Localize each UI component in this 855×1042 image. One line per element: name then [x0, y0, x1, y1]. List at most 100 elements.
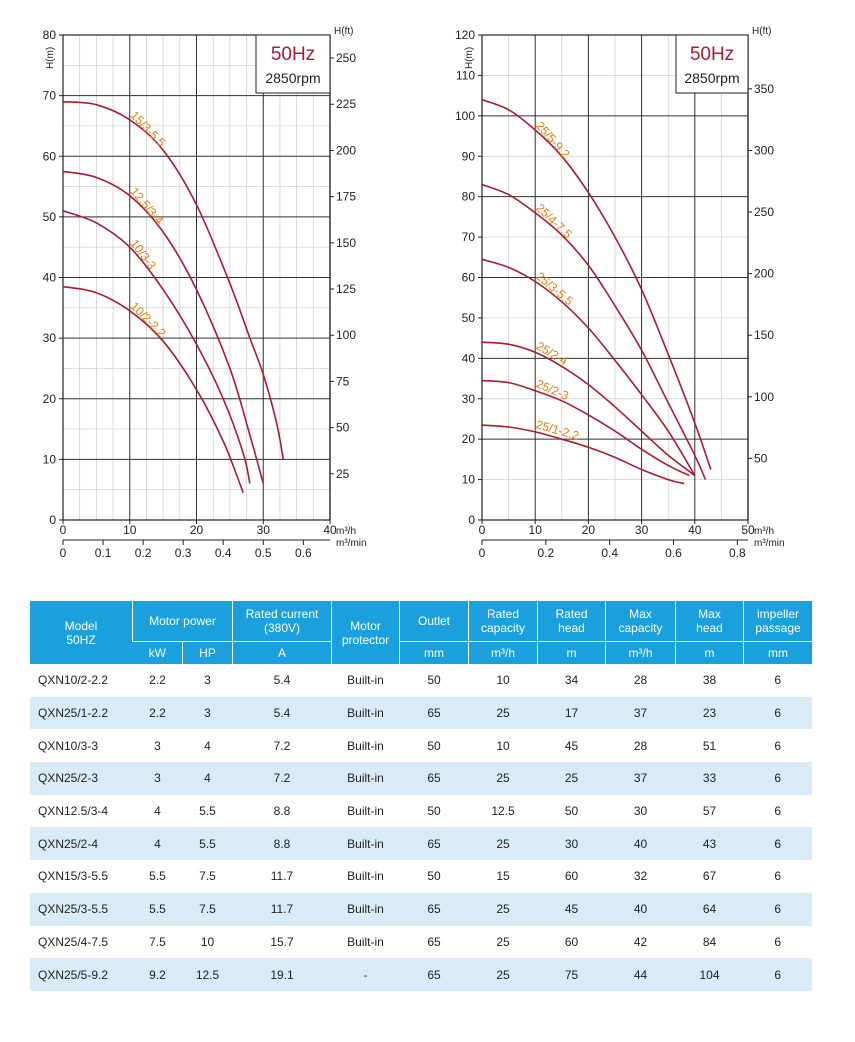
curve-label: 25/2-3	[534, 377, 571, 404]
x-tick-label: 0	[479, 523, 486, 537]
col-motor-power: Motor power	[132, 601, 233, 642]
table-cell: 30	[633, 804, 648, 819]
table-cell: 15.7	[270, 934, 294, 949]
table-row: QXN25/2-4 4 5.5 8.8 Built-in 65 25 30 40 43 6	[30, 827, 812, 861]
y2-tick-label: 200	[754, 267, 774, 281]
table-cell: Built-in	[347, 673, 384, 688]
table-cell: 51	[702, 738, 717, 753]
table-cell: 3	[154, 738, 161, 753]
table-cell: 32	[633, 869, 648, 884]
y2-tick-label: 175	[336, 190, 356, 204]
table-cell: 6	[774, 673, 782, 688]
pump-curve-chart-left: 01020304050607080H(m)2550751001251501752…	[43, 26, 367, 560]
col-model: Model 50HZ	[30, 601, 133, 664]
table-cell: 11.7	[232, 892, 332, 926]
y-tick-label: 30	[462, 392, 476, 406]
table-cell: 84	[702, 934, 717, 949]
cell-model: QXN25/5-9.2	[30, 958, 133, 991]
table-cell: 12.5	[182, 958, 233, 991]
y2-tick-label: 150	[336, 236, 356, 250]
table-cell: 38	[702, 673, 717, 688]
table-cell: 25	[468, 958, 538, 991]
y2-tick-label: 25	[336, 467, 350, 481]
table-cell: 60	[564, 934, 579, 949]
y-axis-label: H(m)	[464, 47, 475, 69]
table-cell: 40	[605, 892, 676, 926]
x-axis-label: m³/h	[754, 526, 774, 537]
table-cell: 50	[427, 804, 441, 819]
table-cell: 4	[204, 738, 211, 753]
unit-rated-head: m	[537, 641, 606, 664]
y-tick-label: 20	[462, 432, 476, 446]
y2-axis-label: H(ft)	[334, 26, 353, 37]
table-row: QXN25/5-9.2 9.2 12.5 19.1-65 25 75 44 104 6	[30, 958, 812, 991]
y2-tick-label: 350	[754, 82, 774, 96]
performance-curve	[481, 424, 685, 485]
y-tick-label: 70	[43, 89, 57, 103]
x2-tick-label: 0.4	[215, 546, 232, 560]
y-tick-label: 120	[455, 28, 475, 42]
table-cell: 65	[399, 892, 469, 926]
table-cell: 50	[564, 804, 579, 819]
y-tick-label: 10	[43, 452, 57, 466]
y-tick-label: 110	[456, 68, 475, 82]
x2-tick-label: 0.2	[537, 546, 554, 560]
y2-tick-label: 100	[754, 390, 774, 404]
table-cell: 2.2	[149, 673, 166, 688]
table-cell: 33	[675, 762, 744, 795]
y2-tick-label: 50	[336, 421, 350, 435]
curve-label: 10/2-2.2	[128, 299, 169, 340]
table-cell: 6	[774, 738, 782, 753]
table-cell: Built-in	[331, 892, 400, 926]
table-cell: 5.5	[199, 804, 216, 819]
table-cell: 23	[675, 696, 744, 730]
speed-badge	[675, 34, 749, 94]
table-cell: 2.2	[132, 696, 183, 730]
table-cell: 28	[633, 738, 648, 753]
table-row: QXN25/2-3 3 4 7.2 Built-in 65 25 25 37 33 6	[30, 762, 812, 795]
table-cell: 25	[468, 892, 538, 926]
table-cell: 30	[537, 827, 606, 861]
table-cell: 45	[537, 892, 606, 926]
table-cell: 6	[743, 827, 812, 861]
x2-axis-label: m³/min	[336, 538, 367, 549]
table-cell: 34	[564, 673, 579, 688]
performance-curve	[481, 258, 696, 476]
curve-label: 25/4-7.5	[533, 201, 575, 242]
y-axis-label: H(m)	[45, 47, 56, 69]
x2-tick-label: 0.8	[729, 546, 746, 560]
col-outlet: Outlet	[399, 601, 469, 642]
curve-label: 10/3-3	[127, 237, 159, 273]
table-cell: 6	[774, 934, 782, 949]
table-cell: 50	[427, 738, 441, 753]
unit-outlet: mm	[399, 641, 469, 664]
curve-label: 15/3-5.5	[128, 108, 169, 150]
cell-model: QXN25/2-3	[30, 762, 133, 795]
y-tick-label: 0	[49, 513, 56, 527]
table-cell: 5.4	[232, 696, 332, 730]
x-tick-label: 50	[741, 523, 755, 537]
table-cell: 50	[427, 673, 441, 688]
table-cell: 4	[182, 762, 233, 795]
unit-max-capacity: m³/h	[605, 641, 676, 664]
table-cell: 6	[743, 958, 812, 991]
table-cell: 8.8	[232, 827, 332, 861]
col-impeller: impeller passage	[743, 601, 812, 642]
badge-rpm: 2850rpm	[684, 70, 739, 86]
y2-tick-label: 250	[754, 205, 774, 219]
table-cell: 104	[675, 958, 744, 991]
table-cell: 37	[605, 762, 676, 795]
table-cell: 75	[537, 958, 606, 991]
y2-tick-label: 100	[336, 328, 356, 342]
table-cell: 6	[743, 892, 812, 926]
x2-tick-label: 0.5	[255, 546, 272, 560]
curve-label: 25/5-9.2	[533, 119, 573, 161]
table-cell: 42	[633, 934, 648, 949]
unit-hp: HP	[182, 641, 233, 664]
table-cell: 64	[675, 892, 744, 926]
y-tick-label: 50	[462, 311, 476, 325]
unit-impeller: mm	[743, 641, 812, 664]
table-cell: 5.4	[273, 673, 291, 688]
table-cell: 3	[182, 696, 233, 730]
cell-model: QXN15/3-5.5	[38, 869, 109, 884]
